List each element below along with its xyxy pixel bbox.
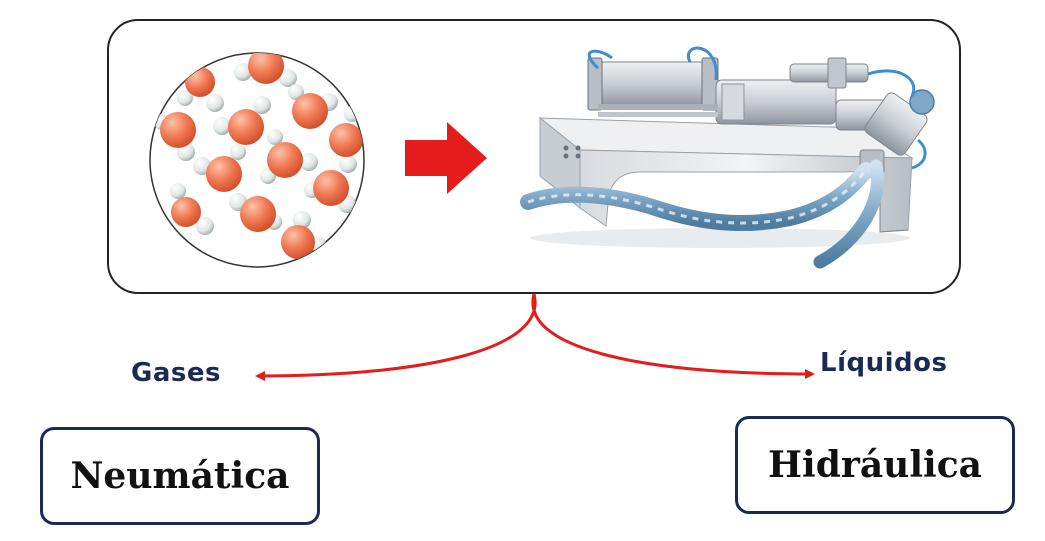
hidraulica-box: Hidráulica bbox=[735, 416, 1015, 514]
piston-filling-machine-icon bbox=[520, 46, 935, 269]
neumatica-box: Neumática bbox=[40, 427, 320, 525]
gases-label: Gases bbox=[131, 358, 221, 388]
liquidos-label: Líquidos bbox=[820, 348, 948, 378]
branch-arrow-left bbox=[255, 293, 537, 381]
branch-arrow-right bbox=[531, 293, 815, 379]
water-molecules-icon bbox=[149, 52, 365, 268]
right-arrow-icon bbox=[405, 122, 487, 194]
